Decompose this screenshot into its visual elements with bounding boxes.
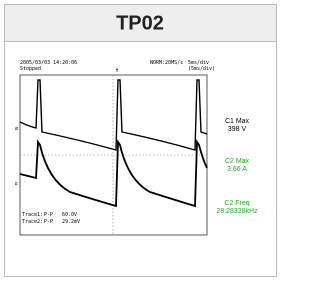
acquisition: NORM:20MS/s	[150, 60, 183, 66]
measurement-value: 398 V	[228, 126, 247, 133]
trace-value: 60.0V	[62, 212, 77, 218]
page: TP02 2005/03/03 14:20:06 Stopped NORM:20…	[0, 0, 281, 281]
svg-text:ɫ: ɫ	[116, 68, 118, 74]
measurement-value: 28.28328kHz	[216, 208, 258, 215]
measurement-label: C1 Max	[225, 118, 250, 125]
header-title: TP02	[116, 12, 164, 34]
measurement-value: 3.66 A	[227, 166, 247, 173]
status: Stopped	[20, 66, 41, 72]
trace-kind: P-P	[44, 219, 53, 225]
trace-kind: P-P	[44, 212, 53, 218]
trace-readouts: Trace1:P-P 60.0V Trace2:P-P 29.2mV	[22, 212, 80, 225]
zoom-timebase: (5ms/div)	[188, 66, 215, 72]
measurement-label: C2 Freq	[224, 200, 249, 207]
ch1-marker: ø	[15, 126, 18, 132]
trace-name: Trace2:	[22, 219, 43, 225]
trace-name: Trace1:	[22, 212, 43, 218]
measurement-label: C2 Max	[225, 158, 250, 165]
scope-image	[14, 56, 267, 256]
trace-value: 29.2mV	[62, 219, 80, 225]
panel: TP02 2005/03/03 14:20:06 Stopped NORM:20…	[0, 0, 281, 281]
